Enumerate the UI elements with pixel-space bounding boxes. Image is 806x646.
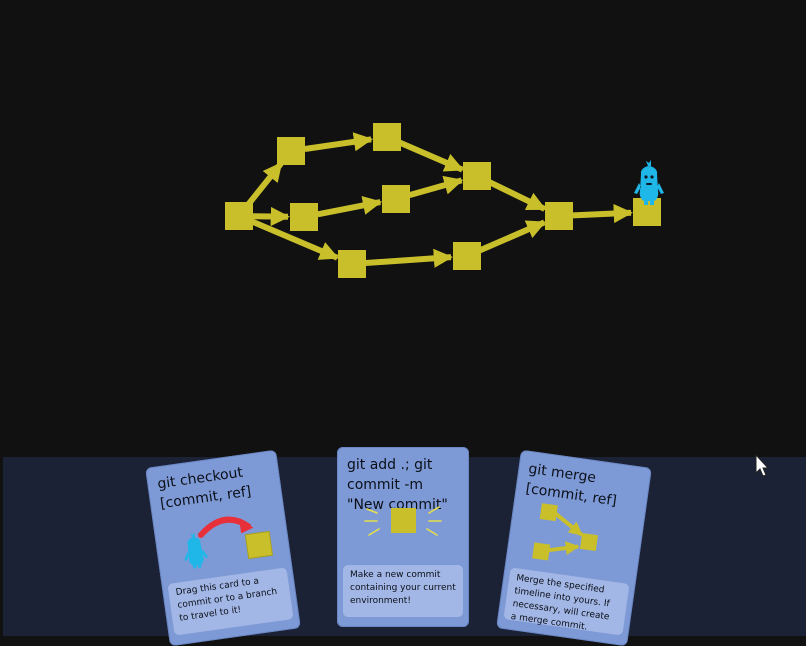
commit-card[interactable]: git add .; git commit -m "New commit" Ma… [337, 447, 469, 627]
commit-square-icon [244, 530, 274, 560]
commit-edge [245, 161, 284, 207]
commit-edge [408, 175, 464, 199]
commit-node[interactable] [463, 162, 491, 190]
sparkle-icon [364, 506, 442, 536]
checkout-card[interactable]: git checkout [commit, ref] Drag this car… [145, 449, 301, 646]
commit-edge [572, 203, 633, 224]
new-commit-illustration [364, 506, 442, 536]
commit-edge [398, 139, 465, 173]
card-description: Make a new commit containing your curren… [343, 565, 463, 617]
commit-square-icon [539, 503, 558, 522]
commit-node[interactable] [277, 137, 305, 165]
commit-square-icon [579, 532, 599, 552]
blue-creature-icon [634, 160, 664, 205]
commit-node[interactable] [373, 123, 401, 151]
commit-edge [252, 206, 290, 227]
commit-node[interactable] [225, 202, 253, 230]
merge-illustration [532, 503, 599, 561]
commit-node[interactable] [290, 203, 318, 231]
merge-card[interactable]: git merge [commit, ref] Merge the specif… [496, 449, 652, 646]
commit-node[interactable] [338, 250, 366, 278]
commit-edge [488, 179, 547, 212]
commit-edge [478, 219, 547, 254]
checkout-illustration [184, 516, 274, 569]
commit-edge [250, 218, 340, 261]
commit-edge [317, 195, 383, 218]
commit-graph [225, 123, 664, 278]
commit-node[interactable] [382, 185, 410, 213]
mouse-cursor-icon [755, 454, 770, 477]
commit-node[interactable] [453, 242, 481, 270]
commit-square-icon [532, 542, 551, 561]
blue-creature-icon [184, 532, 209, 569]
commit-square-icon [391, 508, 416, 533]
commit-edge [365, 248, 453, 268]
head-character[interactable] [634, 160, 664, 205]
commit-edge [304, 132, 374, 152]
commit-node[interactable] [545, 202, 573, 230]
card-title: git add .; git commit -m "New commit" [347, 457, 448, 513]
